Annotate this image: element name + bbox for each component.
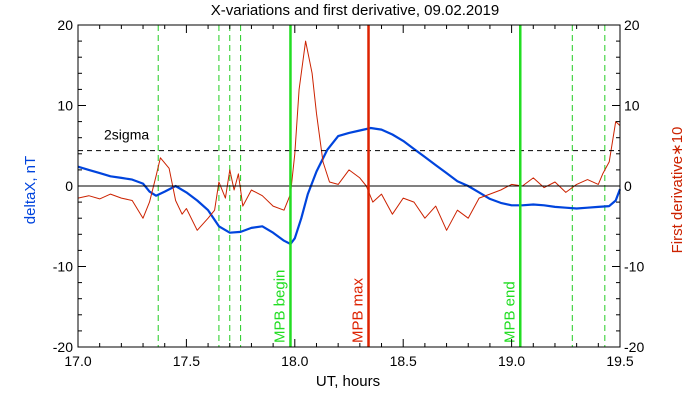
chart-title: X-variations and first derivative, 09.02… [211, 2, 500, 19]
event-label: MPB begin [271, 270, 288, 343]
x-tick-label: 17.0 [64, 353, 91, 369]
y-tick-label-left: 0 [65, 178, 73, 194]
x-tick-label: 18.0 [281, 353, 308, 369]
threshold-label: 2sigma [104, 127, 149, 143]
x-tick-label: 19.0 [498, 353, 525, 369]
series-deltax-line [77, 126, 622, 246]
y-tick-label-left: -10 [53, 259, 73, 275]
event-label: MPB max [350, 277, 367, 343]
x-axis-label: UT, hours [316, 373, 380, 390]
event-label: MPB end [501, 281, 518, 343]
y-tick-label-left: 10 [57, 98, 73, 114]
y-tick-label-right: 0 [624, 178, 632, 194]
x-tick-label: 18.5 [390, 353, 417, 369]
x-tick-label: 19.5 [606, 353, 633, 369]
x-tick-label: 17.5 [173, 353, 200, 369]
y-tick-label-left: -20 [53, 339, 73, 355]
y-axis-label-left: deltaX, nT [22, 156, 39, 224]
series-derivative-line [77, 40, 621, 231]
y-tick-label-right: -10 [624, 259, 644, 275]
y-tick-label-left: 20 [57, 17, 73, 33]
y-tick-label-right: -20 [624, 339, 644, 355]
y-axis-label-right: First derivative∗10 [669, 127, 686, 254]
y-tick-label-right: 10 [624, 98, 640, 114]
y-tick-label-right: 20 [624, 17, 640, 33]
